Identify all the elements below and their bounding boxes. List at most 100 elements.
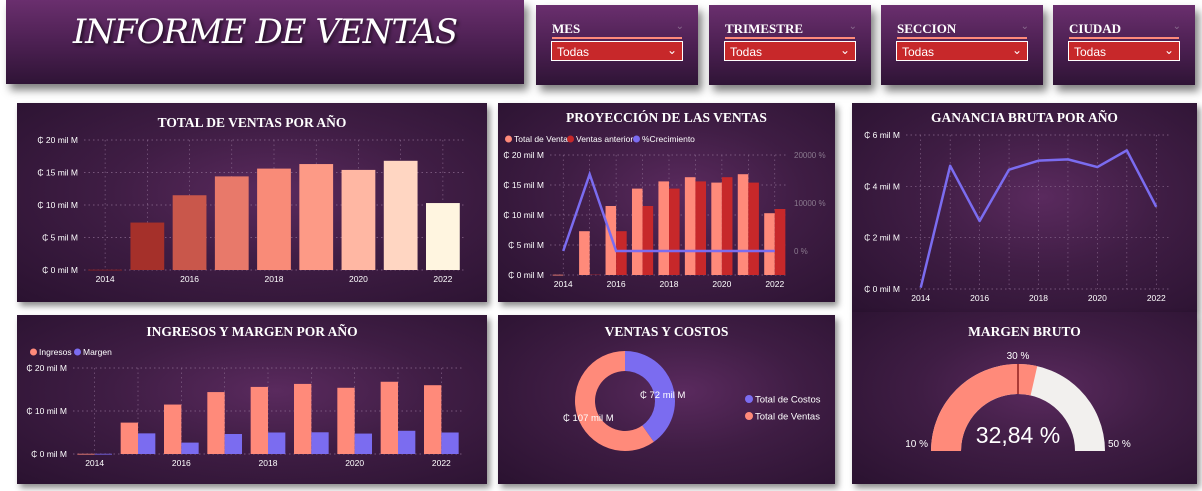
- legend-label: Ingresos: [39, 347, 72, 357]
- chevron-down-icon[interactable]: ⌄: [675, 21, 684, 32]
- chevron-down-icon[interactable]: ⌄: [848, 21, 857, 32]
- filter-label: CIUDAD: [1069, 21, 1121, 36]
- gauge-max-label: 50 %: [1108, 439, 1131, 450]
- filter-seccion[interactable]: SECCION ⌄ Todas ⌄: [881, 5, 1043, 85]
- report-title-panel: INFORME DE VENTAS: [6, 0, 524, 84]
- chevron-down-icon[interactable]: ⌄: [1163, 43, 1174, 57]
- x-tick-label: 2016: [970, 293, 989, 303]
- bar: [88, 269, 122, 271]
- gauge-target-label: 30 %: [1007, 351, 1030, 362]
- report-title: INFORME DE VENTAS: [72, 12, 458, 52]
- filter-value: Todas: [902, 45, 935, 59]
- divider: [897, 37, 1027, 39]
- filter-value: Todas: [730, 45, 763, 59]
- gauge-fill: [931, 364, 1038, 451]
- chart-proyeccion-panel: PROYECCIÓN DE LAS VENTAS Total de Ventas…: [498, 103, 835, 302]
- bar-ventas-anterior: [721, 177, 733, 275]
- x-tick-label: 2022: [432, 458, 451, 468]
- y-tick-label: ₵ 5 mil M: [42, 233, 78, 243]
- bar-margen: [94, 453, 112, 455]
- x-tick-label: 2020: [345, 458, 364, 468]
- gauge-min-label: 10 %: [905, 439, 928, 450]
- divider: [725, 37, 855, 39]
- bar-ingresos: [294, 383, 312, 454]
- y-tick-label: ₵ 10 mil M: [26, 406, 67, 416]
- legend-label: Ventas anterior: [576, 134, 633, 144]
- filter-label: SECCION: [897, 21, 957, 36]
- chart-ganancia: ₵ 0 mil M ₵ 2 mil M ₵ 4 mil M ₵ 6 mil M 2014…: [864, 130, 1171, 303]
- chevron-down-icon[interactable]: ⌄: [666, 43, 677, 57]
- bar-ventas-anterior: [669, 188, 680, 275]
- bar-ventas-anterior: [616, 231, 627, 275]
- bar-ingresos: [207, 392, 225, 454]
- filter-label: MES: [552, 21, 581, 36]
- bar-margen: [354, 433, 372, 454]
- bar-margen: [224, 434, 242, 454]
- filter-mes[interactable]: MES ⌄ Todas ⌄: [536, 5, 698, 85]
- y-tick-label: ₵ 15 mil M: [37, 168, 78, 178]
- filter-dropdown[interactable]: Todas ⌄: [724, 41, 856, 61]
- bar-ingresos: [380, 381, 398, 454]
- x-tick-label: 2020: [1088, 293, 1107, 303]
- legend-label: Total de Ventas: [755, 412, 820, 423]
- chart-margen-panel: MARGEN BRUTO 30 % 10 % 50 % 32,84 %: [852, 312, 1197, 484]
- gauge-value: 32,84 %: [976, 422, 1060, 448]
- bar-ingresos: [164, 404, 182, 454]
- x-tick-label: 2020: [349, 274, 368, 284]
- bar-total-ventas: [737, 174, 749, 275]
- x-tick-label: 2022: [433, 274, 452, 284]
- bar-margen: [138, 433, 156, 454]
- filter-ciudad[interactable]: CIUDAD ⌄ Todas ⌄: [1053, 5, 1195, 85]
- bar-ingresos: [120, 422, 138, 454]
- bar-ventas-anterior: [748, 182, 759, 275]
- chart-title: TOTAL DE VENTAS POR AÑO: [157, 115, 347, 130]
- filter-value: Todas: [1074, 45, 1107, 59]
- filter-dropdown[interactable]: Todas ⌄: [896, 41, 1028, 61]
- bar-margen: [398, 430, 416, 454]
- filter-dropdown[interactable]: Todas ⌄: [1068, 41, 1180, 61]
- chevron-down-icon[interactable]: ⌄: [1011, 43, 1022, 57]
- y-tick-label: ₵ 15 mil M: [503, 180, 544, 190]
- chart-title: MARGEN BRUTO: [968, 324, 1081, 339]
- y-tick-label: ₵ 0 mil M: [31, 449, 67, 459]
- filter-trimestre[interactable]: TRIMESTRE ⌄ Todas ⌄: [709, 5, 871, 85]
- chart-ingresos-panel: INGRESOS Y MARGEN POR AÑO Ingresos Margen…: [17, 315, 487, 484]
- x-tick-label: 2014: [85, 458, 104, 468]
- bar-total-ventas: [631, 188, 643, 275]
- bar: [426, 203, 460, 270]
- divider: [552, 37, 682, 39]
- chevron-down-icon[interactable]: ⌄: [839, 43, 850, 57]
- bar-ingresos: [77, 453, 95, 455]
- y-tick-label: ₵ 0 mil M: [864, 284, 900, 294]
- chart-title: GANANCIA BRUTA POR AÑO: [931, 110, 1118, 125]
- x-tick-label: 2016: [172, 458, 191, 468]
- chart-ventas-costos-panel: VENTAS Y COSTOS ₵ 72 mil M ₵ 107 mil M Tot…: [498, 315, 835, 484]
- bar-ventas-anterior: [642, 206, 654, 275]
- bar-margen: [441, 432, 459, 454]
- legend-marker: [745, 412, 753, 420]
- bar: [257, 168, 291, 270]
- bar-total-ventas: [658, 181, 669, 275]
- x-tick-label: 2016: [607, 279, 626, 289]
- filter-value: Todas: [557, 45, 590, 59]
- chart-ventas-costos: ₵ 72 mil M ₵ 107 mil M Total de Costos Tota…: [563, 351, 821, 451]
- filter-dropdown[interactable]: Todas ⌄: [551, 41, 683, 61]
- y-tick-label: ₵ 20 mil M: [37, 135, 78, 145]
- x-tick-label: 2014: [554, 279, 573, 289]
- chart-margen-bruto: 30 % 10 % 50 % 32,84 %: [905, 351, 1131, 451]
- x-tick-label: 2020: [712, 279, 731, 289]
- chevron-down-icon[interactable]: ⌄: [1172, 21, 1181, 32]
- y-tick-label: ₵ 10 mil M: [503, 210, 544, 220]
- legend-marker: [567, 135, 574, 143]
- x-tick-label: 2022: [1147, 293, 1166, 303]
- chevron-down-icon[interactable]: ⌄: [1020, 21, 1029, 32]
- bar: [214, 176, 249, 270]
- y-tick-label: ₵ 6 mil M: [864, 130, 900, 140]
- filter-label: TRIMESTRE: [725, 21, 804, 36]
- chart-proyeccion: Total de Ventas Ventas anterior %Crecimien…: [503, 134, 825, 289]
- legend-marker: [30, 348, 37, 356]
- y-tick-label: ₵ 4 mil M: [864, 181, 900, 191]
- x-tick-label: 2014: [96, 274, 115, 284]
- donut-slice: [625, 351, 675, 442]
- line-ganancia: [919, 149, 1158, 289]
